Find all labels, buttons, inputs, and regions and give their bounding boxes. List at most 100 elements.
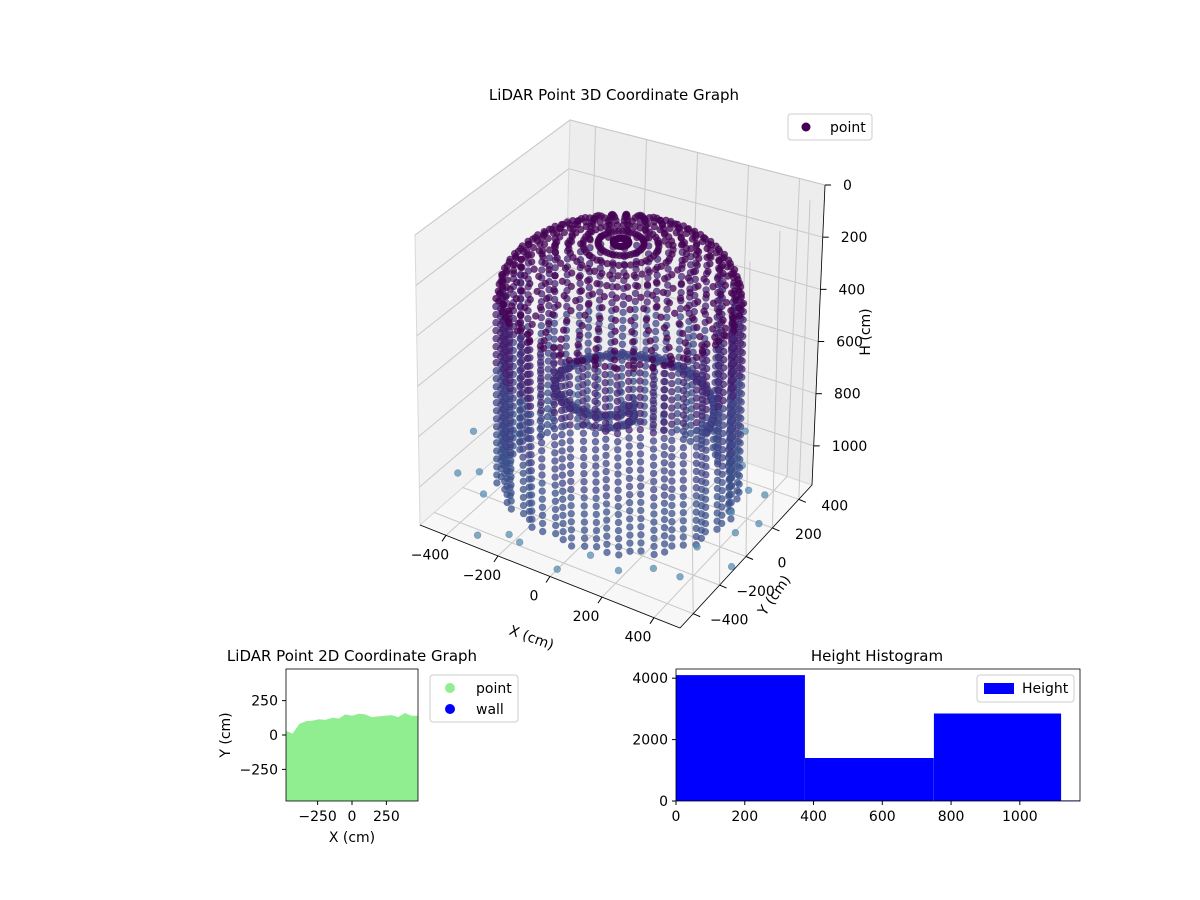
data-point [625,507,634,515]
data-point [591,389,599,397]
data-point [551,497,560,505]
histogram-bars [676,675,1080,801]
data-point [638,270,646,278]
data-point [558,471,567,479]
data-point [610,356,619,364]
data-point [711,333,719,341]
data-point [723,272,732,280]
data-point [692,451,701,459]
data-point [559,519,567,528]
data-point [592,470,600,478]
data-point [542,294,551,303]
data-point [733,495,741,503]
data-point [679,395,688,403]
data-point [652,278,661,286]
data-point [551,272,559,280]
data-point [637,539,645,547]
data-point [728,400,737,408]
data-point [735,372,744,380]
data-point [613,438,622,446]
data-point [506,392,514,400]
data-point [566,453,575,461]
data-point [557,382,565,390]
data-point [660,275,669,283]
data-point [580,542,589,550]
data-point [611,337,619,346]
data-point [649,429,658,437]
data-point [592,486,600,494]
data-point [479,490,488,498]
data-point [755,519,763,528]
data-point [613,365,621,373]
data-point [557,406,566,415]
data-point [679,484,687,492]
data-point [592,510,600,519]
data-point [727,515,735,523]
data-point [668,469,676,477]
data-point [567,485,575,494]
data-point [524,315,532,323]
data-point [693,261,701,269]
data-point [613,429,622,438]
y-tick-label: 200 [795,527,822,543]
data-point [492,367,500,375]
histogram-bar [676,675,805,801]
data-point [668,271,676,279]
data-point [584,331,592,339]
legend-marker-wall-2d [445,704,455,714]
data-point [727,306,735,315]
data-point [579,413,587,421]
data-point [647,346,656,355]
data-point [636,442,645,450]
data-point [728,408,737,416]
data-point [637,498,645,507]
data-point [533,237,542,245]
data-point [579,437,588,445]
data-point [679,492,687,501]
data-point [668,444,676,453]
data-point [602,516,611,524]
data-point [592,494,600,502]
data-point [591,361,600,369]
data-point [594,325,602,333]
data-point [506,352,514,360]
data-point [668,404,676,412]
data-point [679,476,687,484]
data-point [573,357,581,365]
data-point [614,526,623,535]
data-point [660,377,668,386]
data-point [693,543,701,551]
data-point [619,316,627,325]
data-point [668,379,676,388]
data-point [560,292,568,300]
data-point [728,449,736,457]
data-point [592,462,600,470]
data-point [566,437,574,445]
data-point [575,273,583,281]
data-point [649,372,657,380]
data-point [625,474,634,483]
data-point [566,413,574,421]
data-point [520,271,529,280]
data-point [612,251,620,259]
data-point [541,259,549,267]
data-point [539,344,548,352]
data-point [727,482,736,490]
data-point [692,516,700,524]
data-point [592,518,601,527]
data-point [714,362,723,370]
data-point [473,531,482,539]
data-point [721,324,730,332]
data-point [692,394,701,402]
data-point [650,502,658,510]
data-point [502,292,510,301]
data-point [538,511,547,519]
data-point [593,279,601,288]
legend-marker-point-2d [445,683,455,693]
data-point [679,435,688,444]
data-point [631,289,640,298]
data-point [668,396,676,404]
data-point [761,491,769,499]
data-point [492,383,500,391]
data-point [603,532,611,540]
